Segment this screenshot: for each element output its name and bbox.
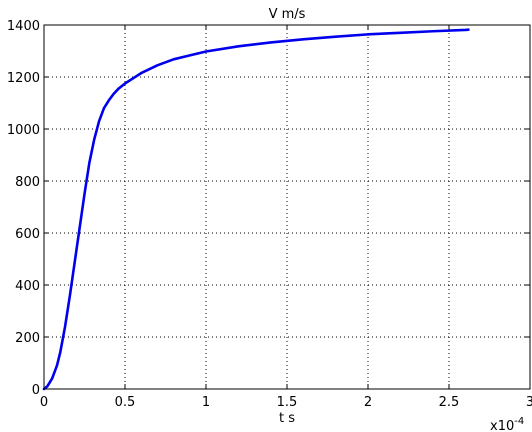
series-layer (42, 28, 470, 391)
x-tick-label: 0.5 (115, 395, 136, 410)
x-axis-label: t s (279, 411, 295, 426)
ticks: 0 0.5 1 1.5 2 2.5 3 0 200 400 600 800 1000 1200 1400 (7, 19, 532, 410)
y-tick-label: 200 (15, 331, 40, 346)
x-tick-label: 3 (526, 395, 532, 410)
chart-title: V m/s (269, 7, 306, 22)
x-axis-multiplier-base: x10 (490, 419, 514, 432)
y-tick-label: 1000 (7, 123, 40, 138)
x-tick-label: 2.5 (439, 395, 460, 410)
y-tick-label: 0 (32, 383, 40, 398)
x-tick-label: 0 (40, 395, 48, 410)
x-tick-label: 2 (364, 395, 372, 410)
grid (44, 25, 530, 389)
x-tick-label: 1 (202, 395, 210, 410)
y-tick-label: 800 (15, 175, 40, 190)
x-axis-multiplier-exponent: -4 (514, 416, 524, 427)
x-tick-label: 1.5 (277, 395, 298, 410)
y-tick-label: 600 (15, 227, 40, 242)
y-tick-label: 1400 (7, 19, 40, 34)
x-axis-multiplier: x10-4 (490, 416, 524, 432)
y-tick-label: 400 (15, 279, 40, 294)
y-tick-label: 1200 (7, 71, 40, 86)
series-line (42, 28, 470, 391)
